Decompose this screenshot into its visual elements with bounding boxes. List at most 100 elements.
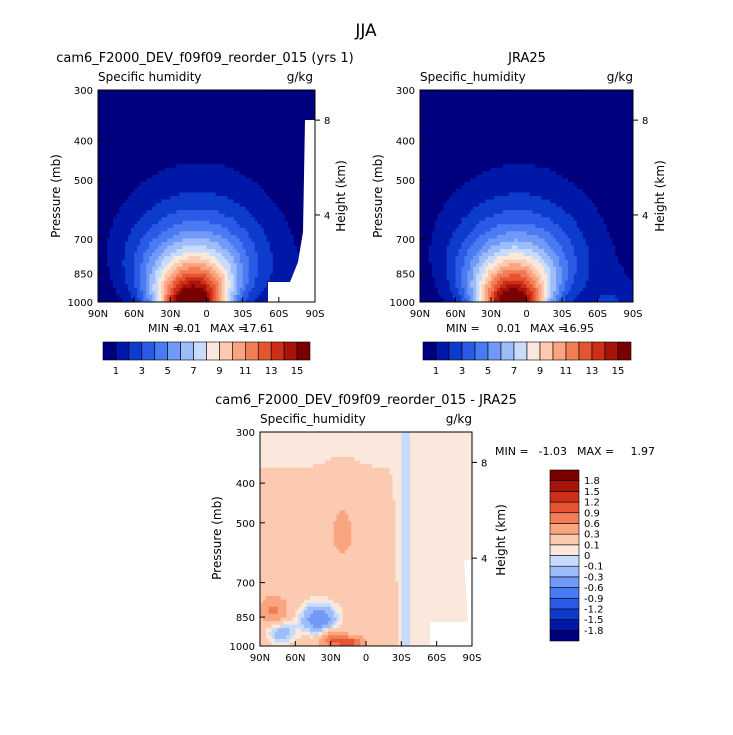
field-cell bbox=[152, 231, 156, 236]
field-cell bbox=[615, 93, 619, 98]
field-cell bbox=[278, 231, 283, 236]
field-cell bbox=[242, 284, 247, 289]
field-cell bbox=[152, 146, 156, 151]
field-cell bbox=[248, 107, 253, 112]
field-cell bbox=[245, 90, 250, 94]
field-cell bbox=[606, 104, 610, 109]
field-cell bbox=[110, 280, 114, 285]
field-cell bbox=[128, 93, 132, 98]
field-cell bbox=[152, 273, 156, 278]
field-cell bbox=[164, 227, 168, 232]
field-cell bbox=[173, 294, 177, 299]
field-cell bbox=[278, 224, 283, 229]
field-cell bbox=[553, 100, 557, 105]
field-cell bbox=[218, 111, 222, 116]
field-cell bbox=[101, 263, 105, 268]
field-cell bbox=[104, 284, 108, 289]
field-cell bbox=[251, 231, 256, 236]
field-cell bbox=[164, 220, 168, 225]
field-cell bbox=[110, 196, 114, 200]
field-cell bbox=[239, 266, 244, 271]
field-cell bbox=[143, 291, 147, 296]
field-cell bbox=[284, 217, 289, 222]
field-cell bbox=[176, 150, 180, 154]
field-cell bbox=[104, 273, 108, 278]
field-cell bbox=[110, 114, 114, 119]
field-cell bbox=[161, 241, 165, 246]
field-cell bbox=[230, 245, 235, 250]
field-cell bbox=[485, 97, 489, 101]
field-cell bbox=[152, 245, 156, 250]
field-cell bbox=[140, 150, 144, 154]
field-cell bbox=[302, 111, 307, 116]
field-cell bbox=[242, 132, 247, 137]
field-cell bbox=[179, 93, 183, 98]
colorbar-label: 9 bbox=[216, 366, 222, 377]
field-cell bbox=[107, 291, 111, 296]
field-cell bbox=[107, 280, 111, 285]
field-cell bbox=[224, 107, 228, 112]
field-cell bbox=[113, 227, 117, 232]
field-cell bbox=[278, 153, 283, 158]
field-cell bbox=[455, 93, 459, 98]
field-cell bbox=[245, 277, 250, 282]
field-cell bbox=[152, 178, 156, 183]
field-cell bbox=[302, 121, 307, 126]
field-cell bbox=[134, 252, 138, 257]
field-cell bbox=[227, 143, 232, 147]
field-cell bbox=[278, 121, 283, 126]
field-cell bbox=[134, 241, 138, 246]
field-cell bbox=[179, 160, 183, 165]
field-cell bbox=[514, 97, 519, 101]
field-cell bbox=[245, 270, 250, 275]
field-cell bbox=[209, 210, 213, 215]
field-cell bbox=[203, 139, 207, 144]
field-cell bbox=[224, 277, 228, 282]
field-cell bbox=[245, 266, 250, 271]
field-cell bbox=[146, 104, 150, 109]
field-cell bbox=[122, 210, 126, 215]
field-cell bbox=[110, 266, 114, 271]
field-cell bbox=[236, 171, 241, 176]
field-cell bbox=[302, 114, 307, 119]
field-cell bbox=[523, 107, 527, 112]
field-cell bbox=[266, 97, 271, 101]
field-cell bbox=[137, 252, 141, 257]
field-cell bbox=[227, 146, 232, 151]
field-cell bbox=[134, 224, 138, 229]
field-cell bbox=[579, 111, 584, 116]
field-cell bbox=[194, 93, 198, 98]
field-cell bbox=[221, 213, 225, 218]
field-cell bbox=[146, 135, 150, 140]
field-cell bbox=[630, 90, 633, 94]
field-cell bbox=[547, 100, 551, 105]
field-cell bbox=[191, 97, 195, 101]
field-cell bbox=[164, 114, 168, 119]
field-cell bbox=[149, 114, 153, 119]
field-cell bbox=[470, 97, 474, 101]
field-cell bbox=[248, 206, 253, 211]
field-cell bbox=[161, 114, 165, 119]
field-cell bbox=[221, 231, 225, 236]
field-cell bbox=[520, 97, 524, 101]
field-cell bbox=[618, 100, 622, 105]
field-cell bbox=[179, 284, 183, 289]
field-cell bbox=[194, 171, 198, 176]
field-cell bbox=[149, 150, 153, 154]
field-cell bbox=[176, 160, 180, 165]
field-cell bbox=[182, 100, 186, 105]
field-cell bbox=[158, 245, 162, 250]
field-cell bbox=[233, 188, 238, 193]
field-cell bbox=[275, 171, 280, 176]
field-cell bbox=[152, 143, 156, 147]
field-cell bbox=[98, 234, 102, 239]
field-cell bbox=[221, 90, 225, 94]
field-cell bbox=[227, 284, 232, 289]
field-cell bbox=[185, 199, 189, 204]
field-cell bbox=[556, 93, 560, 98]
field-cell bbox=[143, 118, 147, 123]
field-cell bbox=[272, 192, 277, 197]
field-cell bbox=[491, 111, 495, 116]
field-cell bbox=[254, 220, 259, 225]
field-cell bbox=[113, 135, 117, 140]
